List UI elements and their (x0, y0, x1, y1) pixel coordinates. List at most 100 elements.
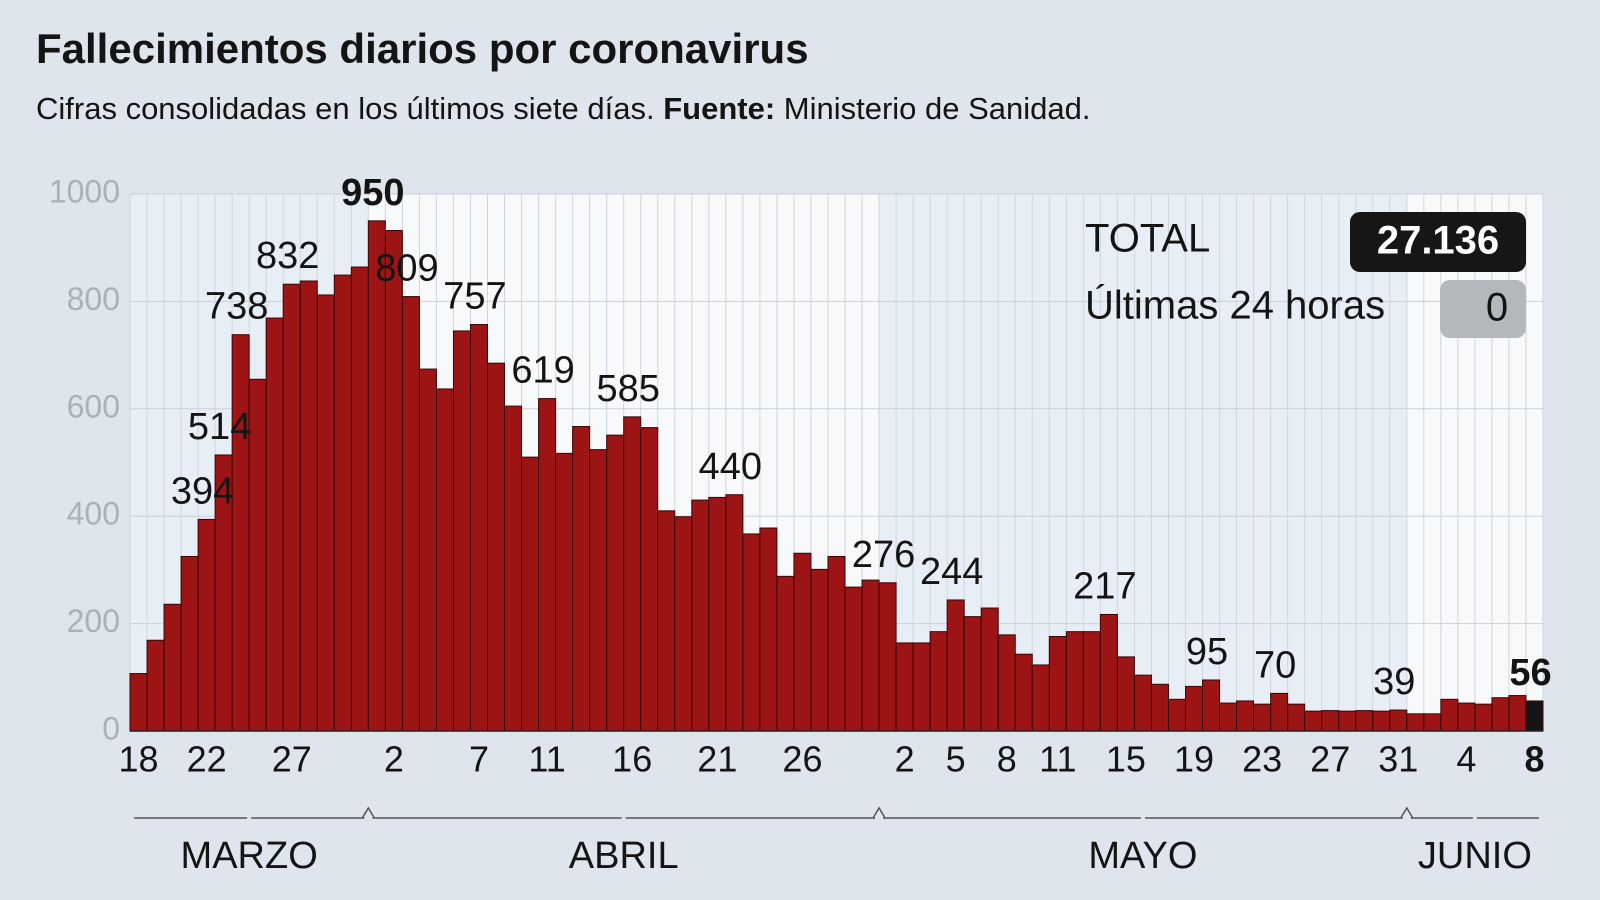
bar (521, 456, 540, 732)
value-label: 440 (699, 446, 762, 488)
last24-value: 0 (1486, 286, 1508, 330)
bar (1219, 702, 1238, 732)
last24-label: Últimas 24 horas (1085, 283, 1385, 328)
bar (1184, 685, 1204, 732)
bar (895, 642, 914, 732)
bar (742, 533, 761, 732)
x-tick-label: 21 (697, 739, 737, 780)
bar (1508, 695, 1527, 732)
bar (504, 405, 523, 732)
bar (231, 334, 250, 732)
last24-badge (1440, 280, 1526, 338)
bar (1355, 710, 1374, 732)
y-tick-label: 400 (67, 496, 120, 532)
bar (452, 330, 471, 732)
bar (878, 582, 897, 732)
subtitle-text: Cifras consolidadas en los últimos siete… (36, 91, 655, 126)
x-tick-label: 2 (384, 739, 404, 780)
value-label: 394 (171, 470, 234, 512)
bar (469, 323, 489, 732)
bar (418, 368, 437, 732)
x-tick-label: 23 (1242, 739, 1282, 780)
total-value: 27.136 (1377, 219, 1499, 263)
chart-subtitle: Cifras consolidadas en los últimos siete… (36, 91, 1091, 126)
bar (333, 274, 352, 732)
bar (129, 673, 148, 732)
month-bracket (1400, 806, 1539, 819)
bar (1525, 700, 1544, 732)
bar (1338, 710, 1357, 732)
month-label: ABRIL (569, 835, 679, 877)
bar (384, 230, 403, 732)
x-tick-label: 26 (782, 739, 822, 780)
bar (316, 294, 335, 732)
bar (180, 555, 199, 732)
x-tick-label: 2 (895, 739, 915, 780)
bar (1150, 683, 1169, 732)
bar (640, 427, 659, 732)
bar (1099, 613, 1118, 732)
bar (572, 426, 591, 732)
bar (538, 398, 557, 732)
bar (1321, 710, 1340, 732)
bar (606, 434, 625, 732)
x-tick-label: 18 (118, 739, 158, 780)
bar (657, 510, 676, 732)
bar (963, 616, 982, 732)
bar (1389, 709, 1408, 732)
bar (1133, 674, 1152, 732)
bar (1031, 664, 1050, 732)
bar (810, 568, 829, 732)
bar (299, 280, 318, 732)
y-tick-label: 0 (102, 710, 120, 746)
bar (1082, 631, 1101, 732)
bar (1406, 713, 1425, 732)
value-label: 514 (188, 406, 251, 448)
bar (912, 642, 931, 732)
bar (197, 518, 216, 732)
value-label: 70 (1254, 644, 1296, 686)
x-tick-label: 19 (1174, 739, 1214, 780)
bar (1440, 698, 1459, 732)
value-label: 217 (1073, 566, 1136, 608)
value-label: 244 (920, 551, 983, 593)
y-tick-label: 200 (67, 603, 120, 639)
bar (980, 607, 999, 732)
bar (946, 599, 965, 732)
x-tick-label: 31 (1378, 739, 1418, 780)
x-tick-label: 16 (612, 739, 652, 780)
bar (997, 634, 1016, 732)
month-label: MARZO (181, 835, 318, 877)
totals-box: TOTAL 27.136 Últimas 24 horas 0 (1085, 212, 1526, 338)
bar (1270, 692, 1289, 732)
bar (265, 317, 284, 732)
x-tick-label: 8 (1524, 739, 1544, 780)
bar (589, 449, 608, 732)
bar (861, 579, 880, 732)
bar (1304, 710, 1323, 732)
y-tick-label: 1000 (49, 173, 120, 209)
value-label: 738 (205, 286, 268, 328)
bar (725, 494, 744, 732)
bar (759, 527, 778, 732)
bar (146, 639, 165, 732)
bar (1202, 679, 1221, 732)
bar (929, 631, 948, 732)
x-tick-label: 5 (946, 739, 966, 780)
total-badge (1350, 212, 1526, 272)
bar (674, 516, 693, 732)
value-label: 585 (597, 368, 660, 410)
x-tick-label: 8 (997, 739, 1017, 780)
bar (1491, 697, 1510, 732)
x-tick-label: 22 (187, 739, 227, 780)
value-label: 95 (1186, 631, 1228, 673)
bar (555, 452, 574, 732)
x-tick-label: 7 (469, 739, 489, 780)
bar (1065, 631, 1084, 732)
month-label: MAYO (1088, 835, 1197, 877)
bar (623, 416, 642, 732)
x-tick-label: 4 (1456, 739, 1476, 780)
y-tick-label: 600 (67, 388, 120, 424)
